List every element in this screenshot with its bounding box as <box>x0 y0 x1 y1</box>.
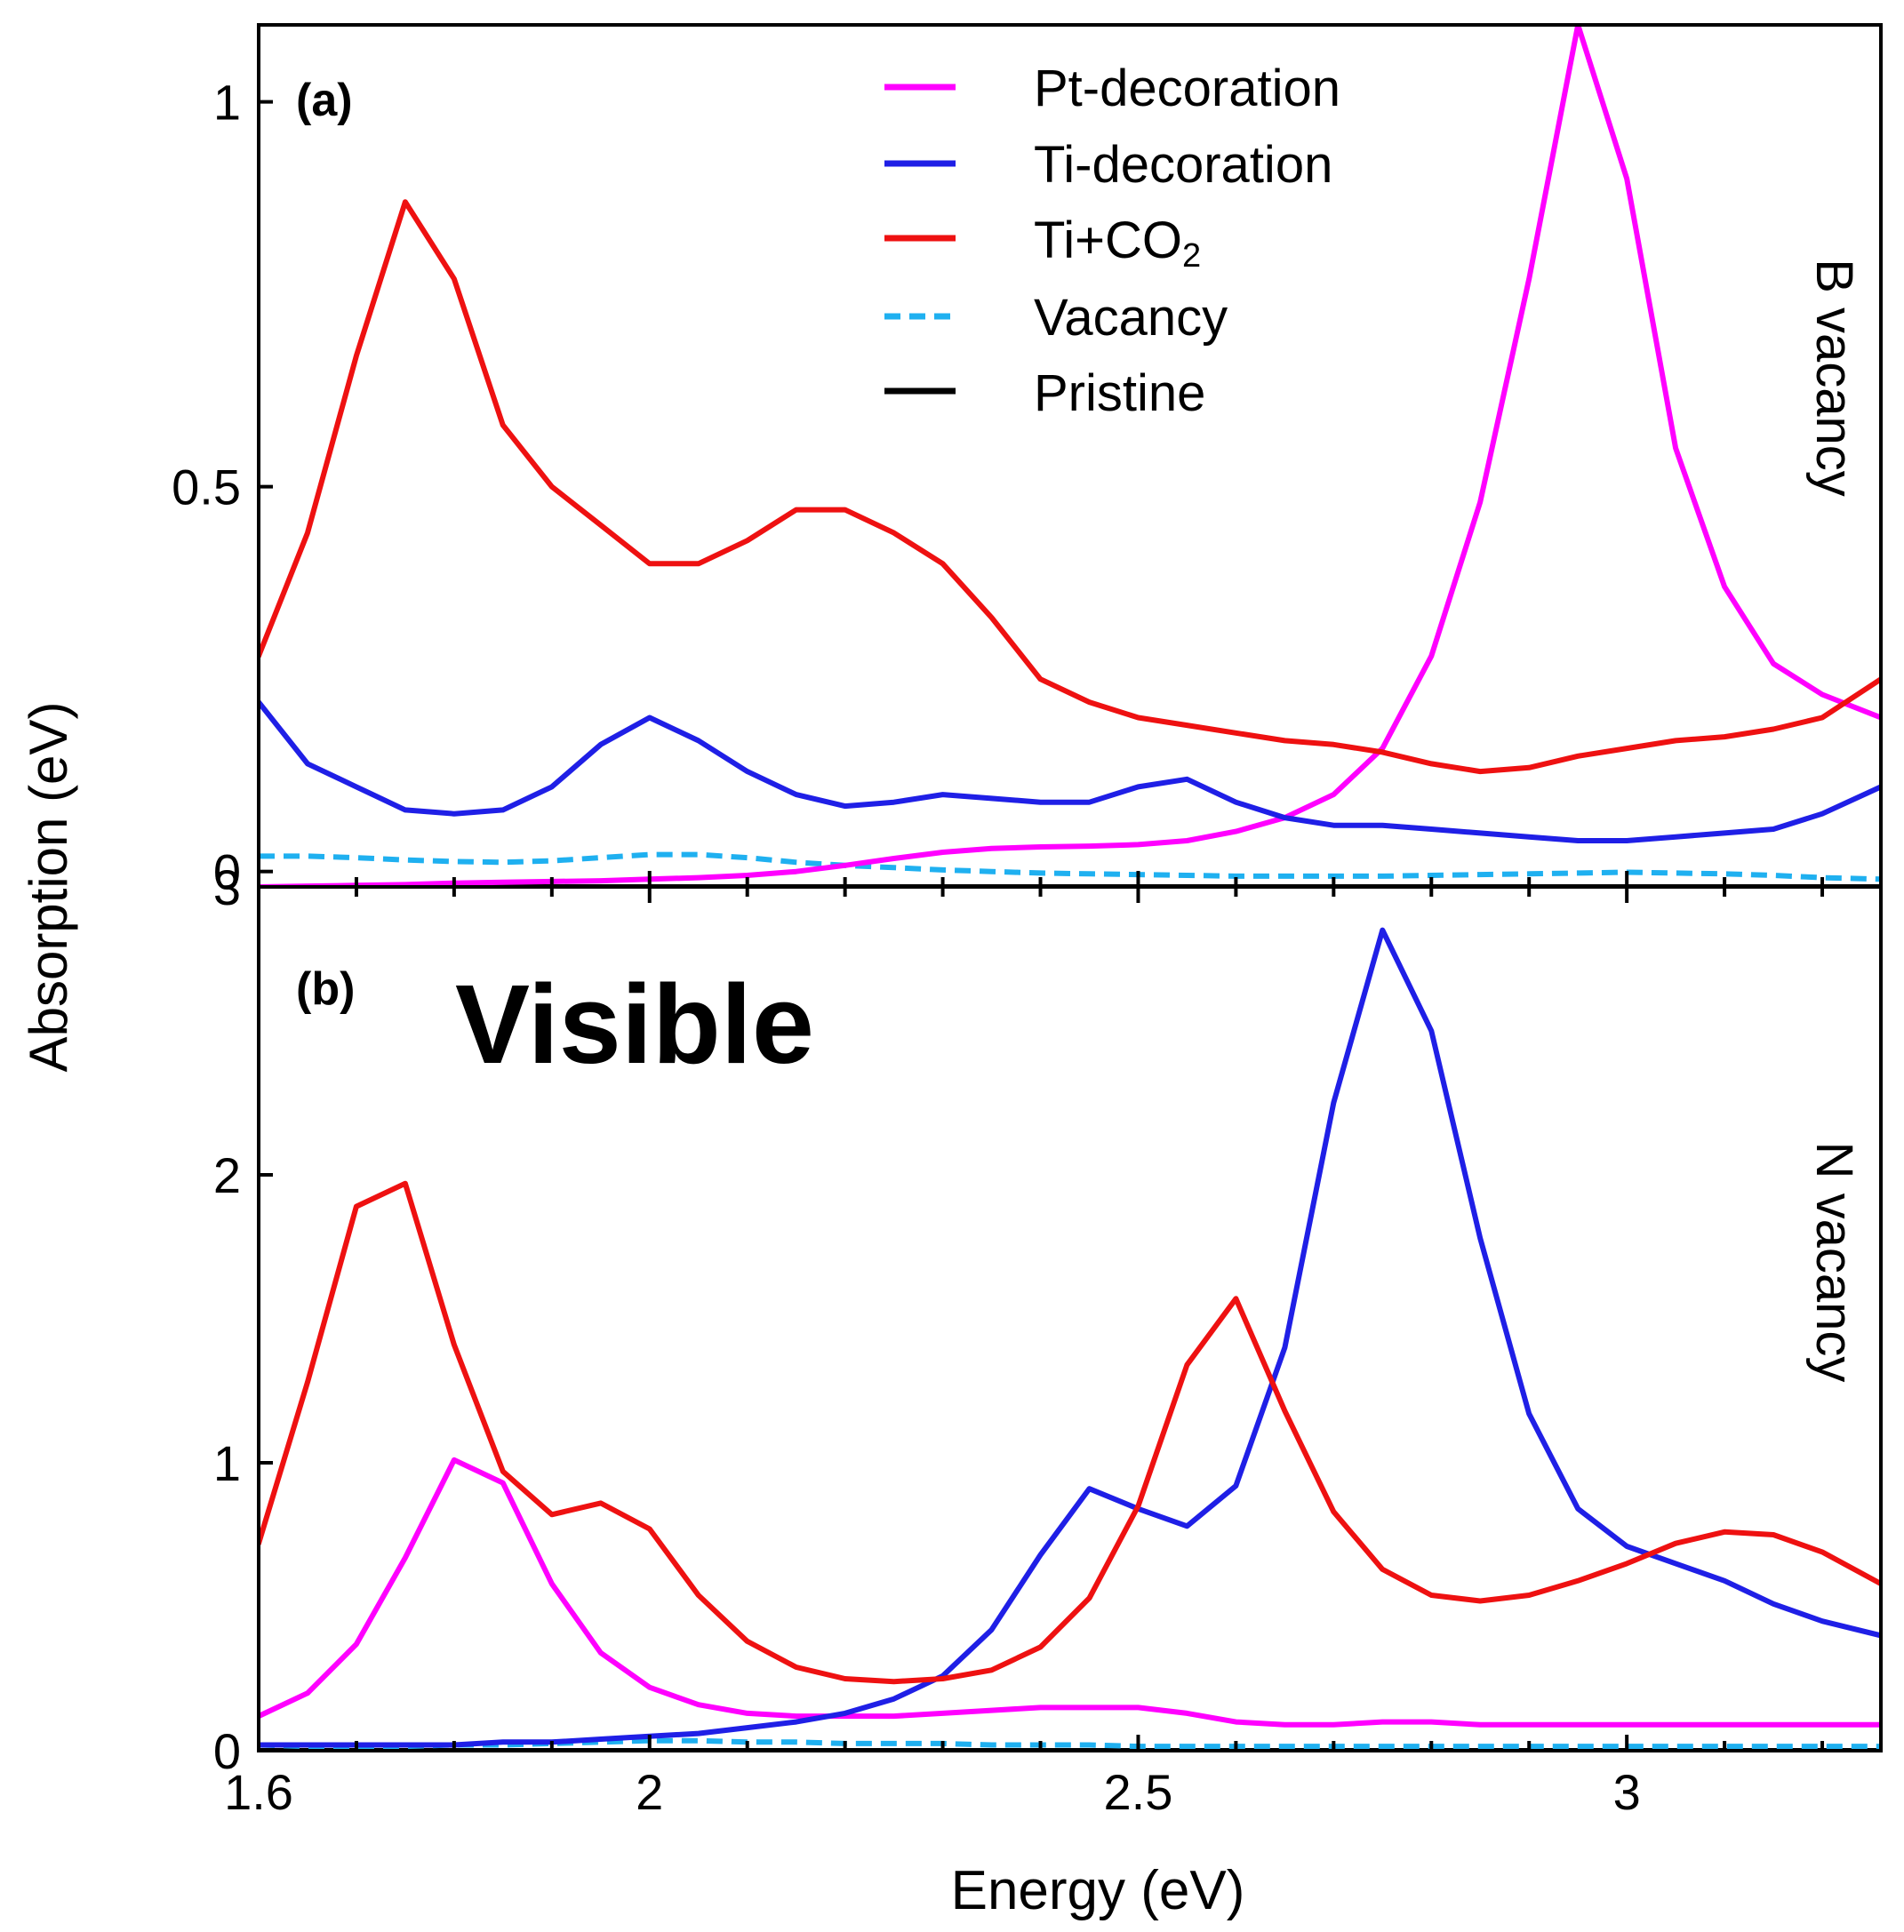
panel-b-series-vac <box>259 1737 1881 1750</box>
panel-b-xtick-label: 2 <box>636 1764 663 1820</box>
panel-a-series-pt <box>259 25 1881 887</box>
panel-b-series-tico2 <box>259 1180 1881 1685</box>
legend-label-vac: Vacancy <box>1034 289 1228 347</box>
panel-b-series-ti <box>259 927 1881 1748</box>
panel-a-series-vac <box>259 851 1881 882</box>
panel-b-ytick-label: 2 <box>213 1147 241 1203</box>
panel-a-ytick-label: 0 <box>213 844 241 900</box>
panel-b-series-group <box>259 927 1881 1751</box>
legend-label-pri: Pristine <box>1034 364 1205 422</box>
legend-label-tico2-main: Ti+CO <box>1034 212 1182 269</box>
legend-label-tico2: Ti+CO2 <box>1034 212 1201 275</box>
axes-layer: 0 0.5 1 0 1 2 3 1.6 2 2.5 3 <box>172 23 1883 1820</box>
legend-label-tico2-sub: 2 <box>1182 237 1201 275</box>
panel-b-xtick-label: 3 <box>1613 1764 1641 1820</box>
panel-a-ytick-label: 1 <box>213 75 241 131</box>
panel-b-ytick-label: 3 <box>213 859 241 915</box>
panel-a-series-ti <box>259 699 1881 843</box>
panel-b-series-pt <box>259 1457 1881 1728</box>
panel-b-xtick-label: 1.6 <box>224 1764 293 1820</box>
panel-b-side-label: N vacancy <box>1805 1142 1863 1383</box>
panel-b-ytick-label: 1 <box>213 1435 241 1491</box>
panel-b-xtick-label: 2.5 <box>1104 1764 1173 1820</box>
visible-label: Visible <box>455 962 814 1087</box>
panel-a-series-tico2 <box>259 199 1881 775</box>
legend: Pt-decoration Ti-decoration Ti+CO2 Vacan… <box>884 60 1340 422</box>
y-axis-label: Absorption (eV) <box>19 702 78 1073</box>
panel-b-frame <box>257 885 1883 1752</box>
panel-a-label: (a) <box>296 75 353 126</box>
panel-b-label: (b) <box>296 963 355 1015</box>
panel-a-side-label: B vacancy <box>1805 259 1863 497</box>
legend-label-pt: Pt-decoration <box>1034 60 1340 117</box>
panel-b-ytick-label: 0 <box>213 1723 241 1779</box>
panel-a-series-group <box>259 25 1881 887</box>
x-axis-label: Energy (eV) <box>951 1860 1245 1921</box>
panel-a-ytick-label: 0.5 <box>172 459 241 515</box>
legend-label-ti: Ti-decoration <box>1034 136 1332 194</box>
